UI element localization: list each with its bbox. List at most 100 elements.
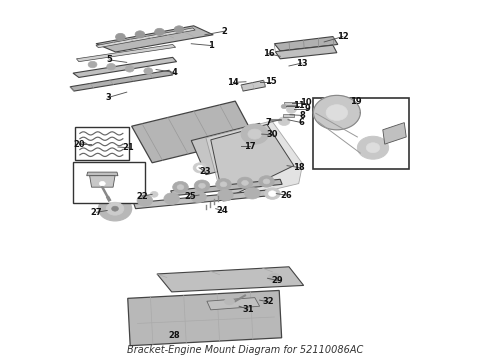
- Text: 23: 23: [199, 167, 211, 176]
- Text: 2: 2: [221, 27, 227, 36]
- Circle shape: [287, 106, 296, 113]
- Circle shape: [191, 191, 206, 203]
- Circle shape: [198, 183, 205, 188]
- Circle shape: [241, 124, 269, 144]
- Circle shape: [248, 129, 262, 139]
- Text: 9: 9: [305, 104, 311, 113]
- Circle shape: [193, 163, 207, 173]
- Circle shape: [194, 180, 210, 192]
- Polygon shape: [132, 101, 255, 163]
- Text: 27: 27: [91, 208, 102, 217]
- Circle shape: [135, 31, 145, 38]
- Text: 29: 29: [271, 276, 283, 285]
- Circle shape: [196, 165, 203, 170]
- Circle shape: [106, 202, 124, 215]
- Circle shape: [281, 104, 287, 109]
- Circle shape: [314, 95, 360, 130]
- Circle shape: [220, 182, 227, 187]
- Polygon shape: [128, 291, 282, 346]
- Text: 5: 5: [106, 55, 112, 64]
- Circle shape: [137, 195, 153, 206]
- Polygon shape: [241, 80, 266, 91]
- Text: Bracket-Engine Mount Diagram for 52110086AC: Bracket-Engine Mount Diagram for 5211008…: [127, 345, 363, 355]
- Circle shape: [107, 63, 116, 70]
- Text: 22: 22: [137, 192, 148, 201]
- Circle shape: [326, 105, 347, 121]
- Circle shape: [269, 191, 276, 197]
- Circle shape: [88, 61, 97, 68]
- Text: 32: 32: [263, 297, 274, 306]
- Polygon shape: [275, 45, 337, 59]
- Text: 28: 28: [169, 332, 180, 341]
- Text: 4: 4: [171, 68, 177, 77]
- Polygon shape: [191, 123, 273, 175]
- Circle shape: [278, 117, 290, 126]
- Text: 17: 17: [244, 142, 256, 151]
- Text: 25: 25: [184, 192, 196, 201]
- Polygon shape: [157, 267, 304, 292]
- Text: 13: 13: [296, 59, 308, 68]
- Text: 7: 7: [266, 118, 271, 127]
- Circle shape: [265, 188, 280, 199]
- Polygon shape: [90, 176, 115, 187]
- Circle shape: [237, 177, 253, 189]
- Text: 21: 21: [123, 143, 135, 152]
- Polygon shape: [134, 189, 276, 209]
- Circle shape: [259, 176, 274, 187]
- Text: 30: 30: [267, 130, 278, 139]
- Text: 19: 19: [349, 97, 361, 106]
- Circle shape: [116, 33, 125, 41]
- Polygon shape: [206, 121, 303, 202]
- Text: 12: 12: [337, 32, 348, 41]
- Bar: [314, 98, 409, 169]
- Circle shape: [112, 206, 119, 211]
- Text: 11: 11: [293, 101, 305, 110]
- Circle shape: [98, 197, 132, 221]
- Polygon shape: [274, 37, 338, 51]
- Polygon shape: [96, 28, 195, 48]
- Polygon shape: [70, 70, 172, 91]
- Polygon shape: [73, 57, 176, 77]
- Circle shape: [357, 136, 389, 159]
- Circle shape: [164, 193, 179, 204]
- Circle shape: [150, 192, 158, 197]
- Bar: [75, 127, 129, 160]
- Circle shape: [269, 273, 280, 282]
- Polygon shape: [96, 26, 213, 52]
- Text: 10: 10: [300, 98, 312, 107]
- Bar: [283, 114, 294, 117]
- Text: 24: 24: [217, 206, 228, 215]
- Circle shape: [242, 180, 248, 185]
- Bar: [284, 102, 297, 105]
- Polygon shape: [87, 172, 118, 176]
- Circle shape: [263, 179, 270, 184]
- Polygon shape: [211, 125, 294, 200]
- Circle shape: [177, 185, 184, 190]
- Text: 8: 8: [300, 111, 306, 120]
- Text: 31: 31: [242, 305, 254, 314]
- Polygon shape: [207, 298, 260, 310]
- Text: 20: 20: [73, 140, 85, 149]
- Polygon shape: [76, 44, 175, 62]
- Circle shape: [366, 143, 380, 153]
- Circle shape: [245, 188, 260, 199]
- Circle shape: [125, 66, 134, 72]
- Bar: [73, 162, 146, 203]
- Text: 1: 1: [208, 41, 214, 50]
- Text: 3: 3: [105, 93, 111, 102]
- Circle shape: [224, 298, 234, 305]
- Polygon shape: [171, 179, 282, 196]
- Circle shape: [144, 68, 153, 74]
- Text: 6: 6: [299, 118, 305, 127]
- Circle shape: [155, 28, 164, 36]
- Text: 16: 16: [263, 49, 274, 58]
- Circle shape: [218, 189, 233, 201]
- Circle shape: [216, 179, 231, 190]
- Polygon shape: [383, 123, 406, 144]
- Circle shape: [172, 181, 188, 193]
- Text: 18: 18: [293, 163, 305, 172]
- Circle shape: [174, 26, 184, 33]
- Circle shape: [99, 181, 105, 186]
- Text: 14: 14: [227, 78, 239, 87]
- Text: 26: 26: [280, 190, 292, 199]
